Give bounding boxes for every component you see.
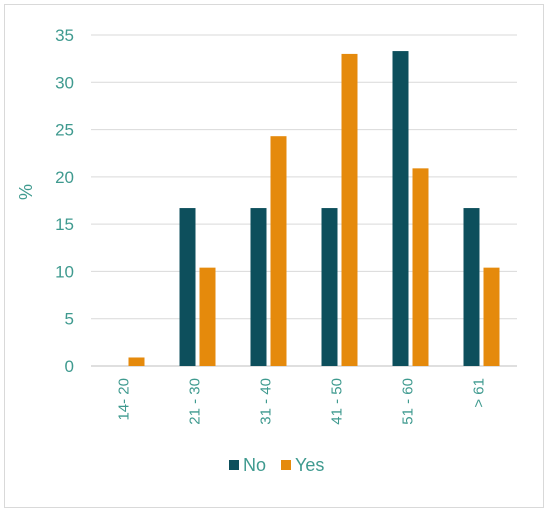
y-tick-label: 20 bbox=[55, 168, 74, 187]
legend-swatch-no bbox=[229, 460, 239, 470]
y-tick-label: 5 bbox=[65, 310, 74, 329]
bar-yes-3 bbox=[341, 53, 358, 367]
legend-swatch-yes bbox=[281, 460, 291, 470]
bar-no-5 bbox=[463, 208, 480, 366]
y-tick-label: 30 bbox=[55, 73, 74, 92]
legend-label-no: No bbox=[243, 455, 266, 475]
x-tick-label: > 61 bbox=[471, 378, 488, 408]
y-tick-label: 25 bbox=[55, 121, 74, 140]
bar-yes-4 bbox=[412, 168, 429, 366]
bar-no-4 bbox=[392, 51, 409, 366]
bar-yes-2 bbox=[270, 136, 287, 366]
x-axis-ticks: 14- 20 21 - 30 31 - 40 41 - 50 51 - 60 > 61 bbox=[116, 378, 488, 425]
x-tick-label: 41 - 50 bbox=[329, 378, 346, 425]
bar-yes-5 bbox=[483, 267, 500, 366]
x-tick-label: 31 - 40 bbox=[258, 378, 275, 425]
bar-yes-0 bbox=[128, 357, 145, 366]
bar-no-2 bbox=[250, 208, 267, 366]
legend: No Yes bbox=[229, 455, 324, 475]
bar-no-3 bbox=[321, 208, 338, 366]
bar-no-1 bbox=[179, 208, 196, 366]
y-axis-ticks: 0 5 10 15 20 25 30 35 bbox=[55, 26, 74, 376]
y-tick-label: 10 bbox=[55, 262, 74, 281]
y-tick-label: 0 bbox=[65, 357, 74, 376]
legend-label-yes: Yes bbox=[295, 455, 324, 475]
bars bbox=[128, 51, 500, 367]
x-tick-label: 21 - 30 bbox=[187, 378, 204, 425]
grid-lines bbox=[91, 34, 517, 367]
x-tick-label: 14- 20 bbox=[116, 378, 133, 421]
y-tick-label: 35 bbox=[55, 26, 74, 45]
y-tick-label: 15 bbox=[55, 215, 74, 234]
y-axis-label: % bbox=[16, 184, 36, 200]
bar-yes-1 bbox=[199, 267, 216, 366]
x-tick-label: 51 - 60 bbox=[400, 378, 417, 425]
